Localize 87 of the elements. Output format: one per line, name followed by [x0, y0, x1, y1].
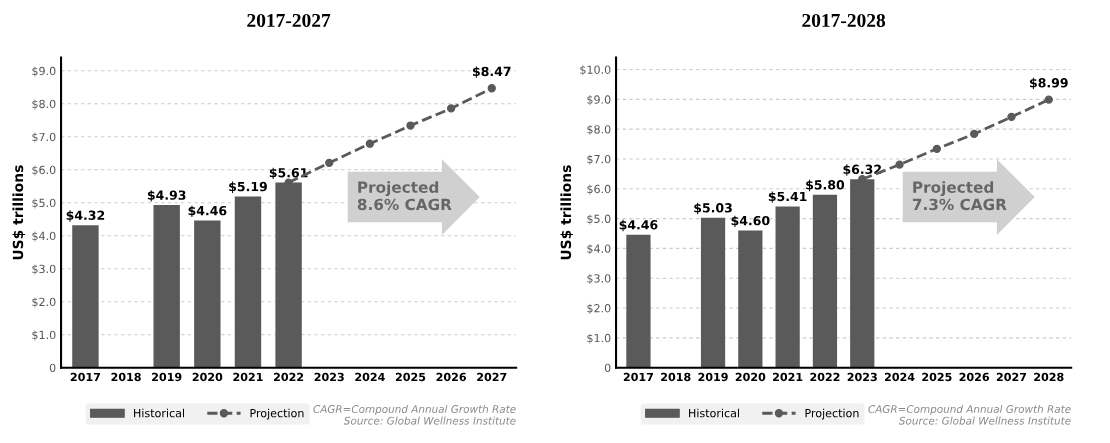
x-tick-label: 2017: [70, 372, 101, 382]
x-tick-label: 2020: [735, 372, 766, 382]
y-tick-label: 0: [604, 363, 611, 373]
point: [1007, 112, 1016, 122]
legend-label: Historical: [689, 408, 739, 418]
bar: [812, 194, 838, 368]
x-tick-label: 2022: [810, 372, 840, 382]
bar: [194, 220, 221, 368]
y-tick-label: $7.0: [587, 154, 611, 165]
bar: [72, 225, 99, 368]
y-tick-label: $5.0: [587, 214, 611, 225]
data-label: $4.60: [731, 215, 770, 227]
x-tick-label: 2025: [922, 372, 952, 382]
y-tick-label: $2.0: [32, 297, 56, 308]
y-tick-label: $6.0: [32, 165, 56, 176]
y-tick-label: $6.0: [587, 184, 611, 195]
x-tick-label: 2026: [959, 372, 990, 382]
x-tick-label: 2018: [661, 372, 691, 382]
chart-title: 2017-2028: [802, 13, 886, 28]
x-tick-label: 2020: [192, 372, 223, 382]
x-tick-label: 2019: [152, 372, 182, 382]
point: [969, 129, 979, 139]
legend-label: Historical: [134, 408, 184, 418]
y-tick-label: $10.0: [580, 65, 611, 76]
y-tick-label: $7.0: [32, 132, 56, 143]
y-tick-label: $8.0: [587, 124, 611, 136]
point: [325, 158, 334, 167]
chart-title: 2017-2027: [247, 13, 331, 28]
x-tick-label: 2024: [355, 372, 385, 382]
annotation: Projected 8.6% CAGR: [357, 181, 452, 211]
x-tick-label: 2022: [274, 372, 304, 382]
point: [406, 121, 415, 130]
y-tick-label: $2.0: [587, 303, 611, 314]
x-tick-label: 2017: [623, 372, 654, 382]
y-tick-label: $1.0: [32, 330, 56, 341]
x-tick-label: 2023: [314, 372, 344, 382]
y-tick-label: 0: [49, 363, 56, 373]
x-tick-label: 2027: [477, 372, 507, 382]
bar: [153, 205, 180, 368]
data-label: $5.80: [806, 179, 845, 192]
annotation: Projected 7.3% CAGR: [912, 181, 1007, 211]
data-label: $8.99: [1029, 77, 1068, 90]
point: [365, 139, 375, 148]
y-axis-title: US$ trillions: [12, 165, 26, 260]
x-tick-label: 2024: [884, 372, 915, 382]
data-label: $5.41: [768, 191, 807, 203]
data-label: $4.46: [188, 205, 227, 218]
y-tick-label: $5.0: [32, 198, 56, 209]
y-axis-title: US$ trillions: [560, 165, 573, 260]
x-tick-label: 2027: [996, 372, 1027, 382]
y-tick-label: $4.0: [587, 244, 611, 255]
text: CAGR=Compound Annual Growth Rate Source: Global Wellness Institute: [868, 404, 1071, 425]
point: [446, 104, 456, 113]
x-tick-label: 2018: [111, 372, 141, 382]
data-label: $4.32: [66, 210, 105, 222]
bar: [234, 196, 262, 368]
point: [487, 84, 496, 93]
point: [895, 160, 904, 169]
x-tick-label: 2025: [395, 372, 426, 382]
x-tick-label: 2019: [698, 372, 728, 382]
bar: [626, 234, 651, 368]
x-tick-label: 2026: [436, 372, 466, 382]
y-tick-label: $1.0: [587, 333, 611, 344]
bar: [700, 217, 726, 368]
x-tick-label: 2023: [847, 372, 877, 382]
text: CAGR=Compound Annual Growth Rate Source: Global Wellness Institute: [313, 404, 516, 425]
data-label: $8.47: [472, 66, 511, 78]
bar: [738, 230, 763, 368]
legend-label: Projection: [250, 408, 304, 420]
y-tick-label: $9.0: [587, 95, 611, 106]
data-label: $5.03: [694, 202, 732, 215]
data-label: $4.93: [147, 190, 186, 202]
data-label: $5.19: [229, 181, 267, 193]
point: [1044, 95, 1053, 104]
y-tick-label: $4.0: [32, 231, 56, 242]
x-tick-label: 2021: [773, 372, 803, 382]
data-label: $5.61: [269, 167, 308, 180]
x-tick-label: 2028: [1034, 372, 1064, 382]
y-tick-label: $3.0: [32, 264, 56, 275]
point: [932, 144, 942, 153]
legend-label: Projection: [805, 408, 859, 420]
x-tick-label: 2021: [233, 372, 263, 382]
y-tick-label: $8.0: [32, 99, 56, 110]
bar: [775, 206, 800, 368]
y-tick-label: $3.0: [587, 274, 611, 285]
data-label: $4.46: [619, 219, 658, 232]
y-tick-label: $9.0: [32, 66, 56, 77]
